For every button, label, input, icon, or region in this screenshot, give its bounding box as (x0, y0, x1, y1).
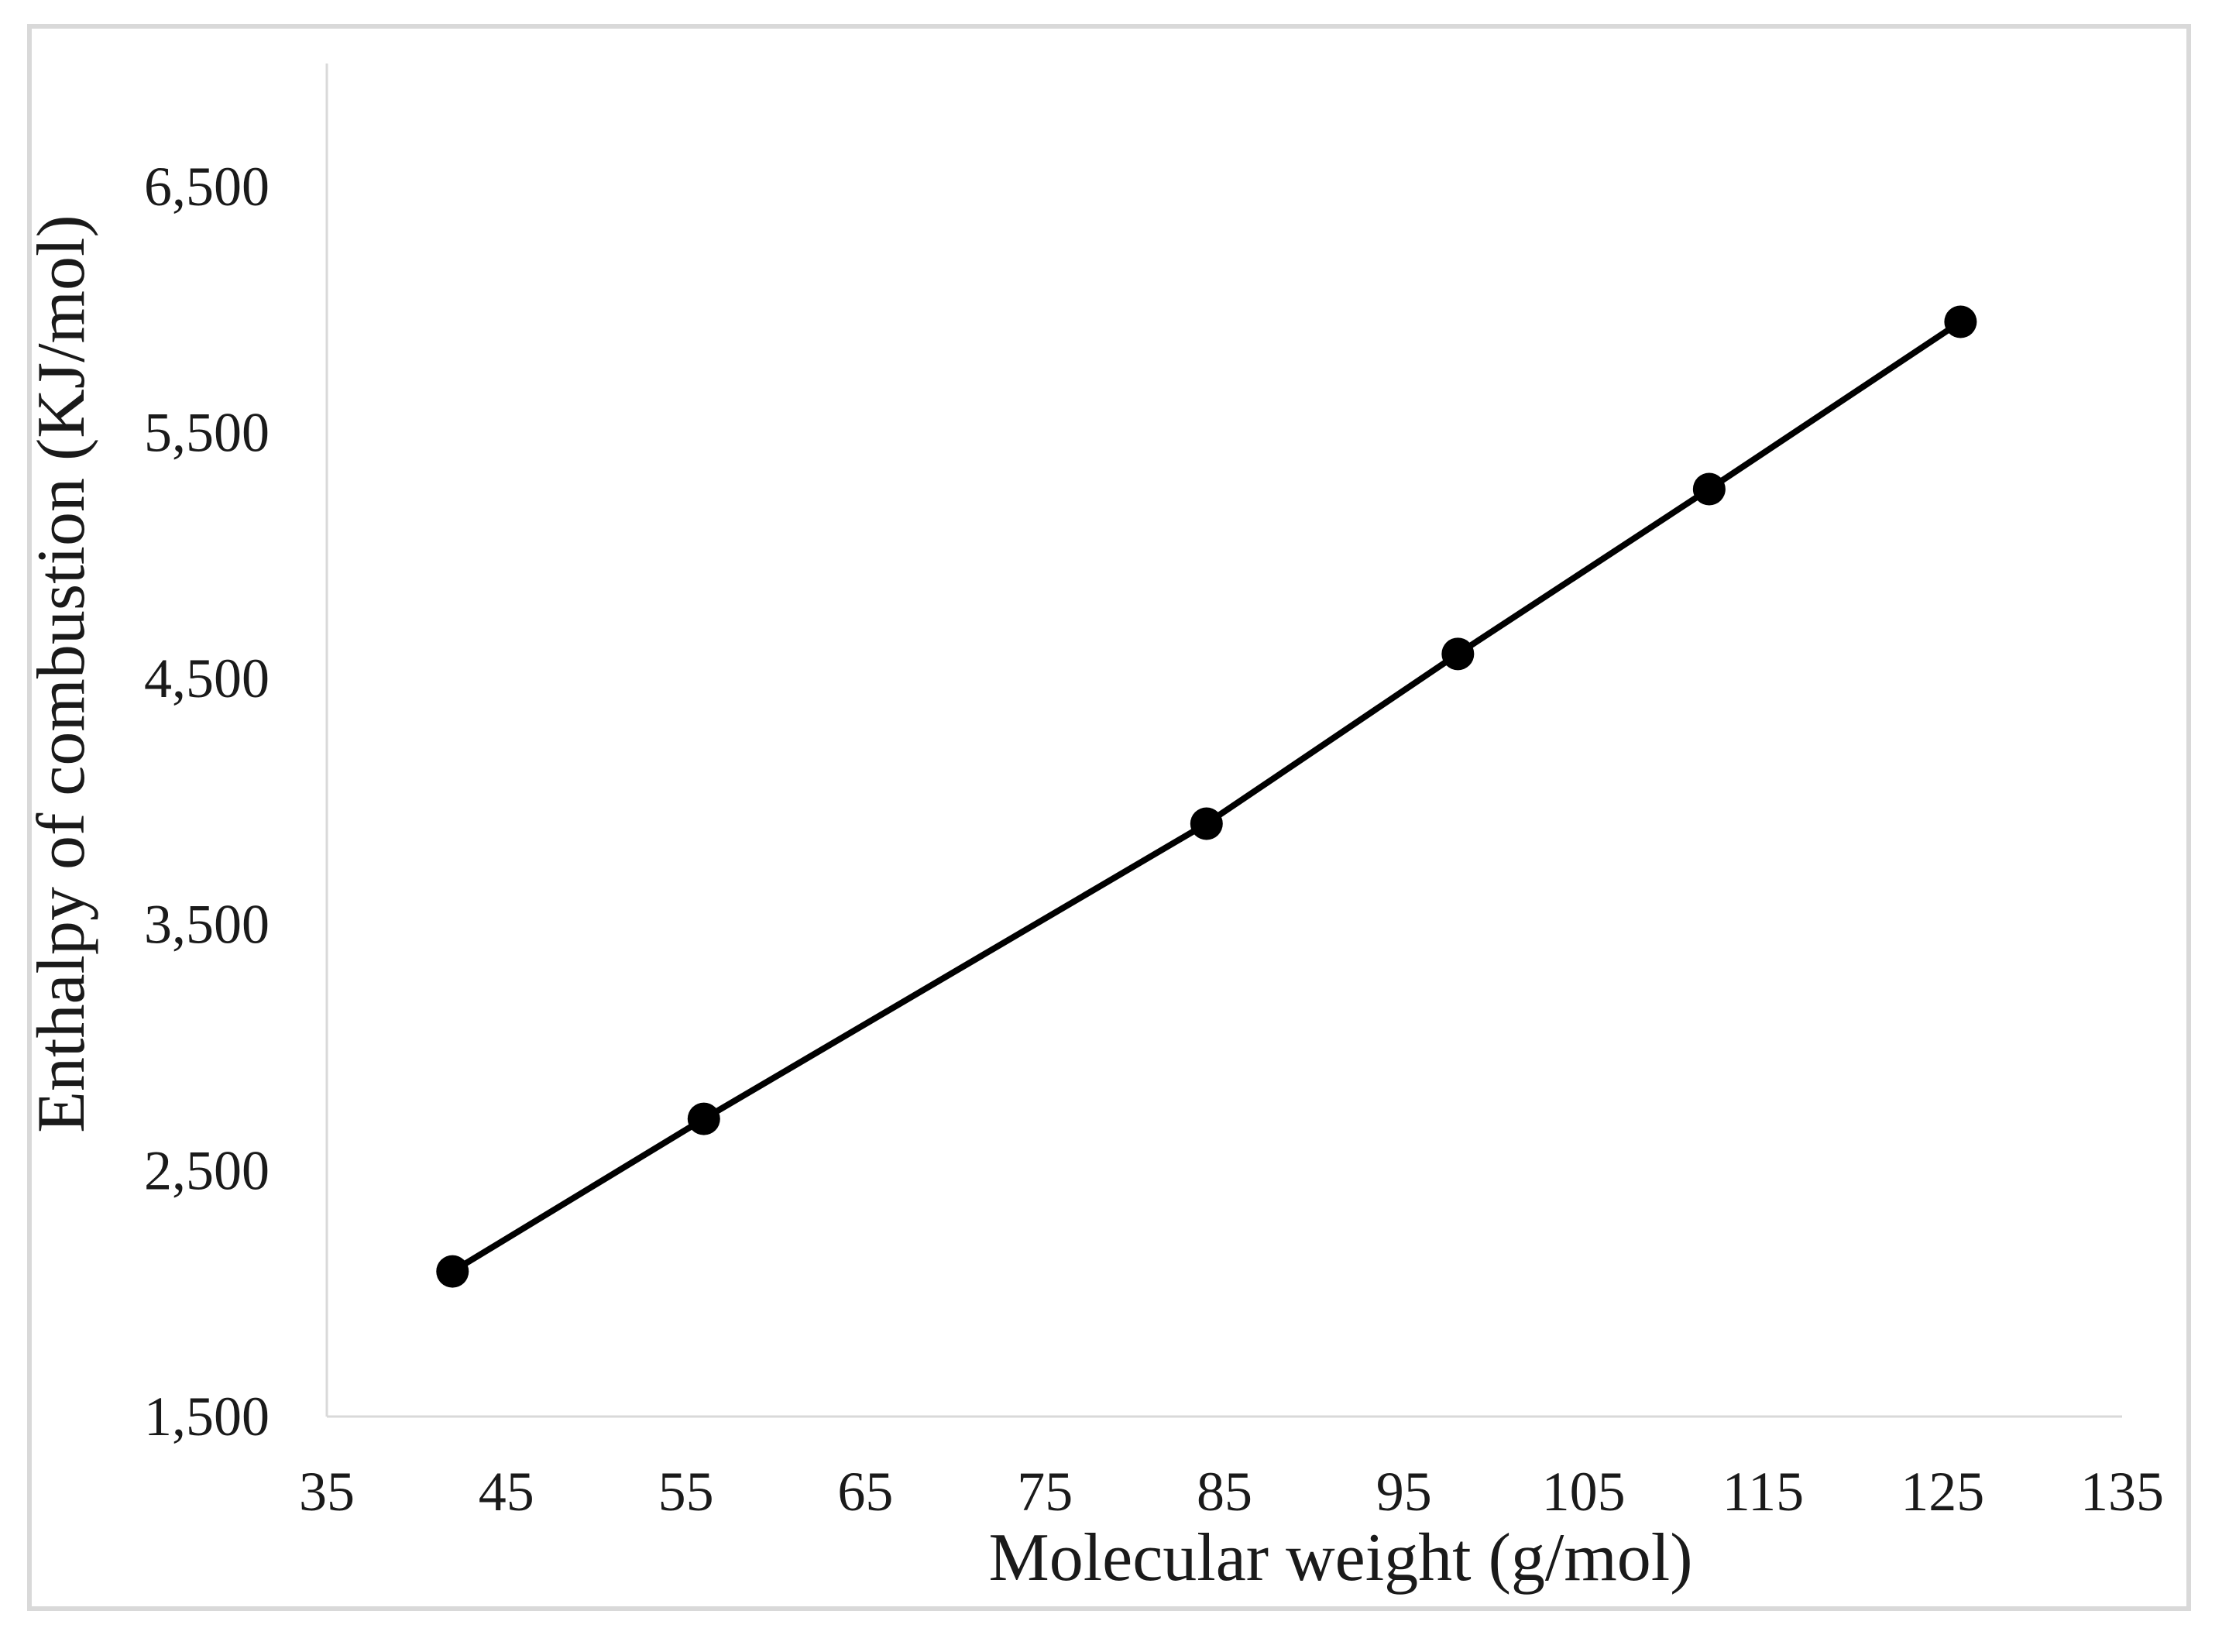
series-line (449, 318, 1964, 1275)
x-axis-title: Molecular weight (g/mol) (988, 1520, 1692, 1595)
x-tick-label: 65 (837, 1461, 893, 1523)
x-tick-label: 115 (1722, 1461, 1804, 1523)
data-point-marker (687, 1102, 720, 1135)
y-tick-label: 6,500 (144, 156, 270, 218)
x-tick-label: 55 (658, 1461, 714, 1523)
y-tick-label: 3,500 (144, 894, 270, 956)
x-tick-label: 85 (1197, 1461, 1252, 1523)
y-tick-label: 2,500 (144, 1139, 270, 1201)
x-tick-labels: 35 45 55 65 75 85 95 105 115 125 135 (299, 1461, 2164, 1523)
y-tick-labels: 1,500 2,500 3,500 4,500 5,500 6,500 (144, 156, 270, 1448)
y-tick-label: 4,500 (144, 647, 270, 709)
data-point-marker (1944, 305, 1977, 338)
data-point-marker (436, 1255, 469, 1288)
x-tick-label: 135 (2080, 1461, 2164, 1523)
x-tick-label: 95 (1376, 1461, 1432, 1523)
chart-axes (325, 64, 2122, 1418)
data-point-marker (1190, 807, 1223, 840)
x-tick-label: 125 (1901, 1461, 1984, 1523)
chart-frame (27, 24, 2191, 1611)
x-tick-label: 75 (1017, 1461, 1073, 1523)
data-point-marker (1692, 472, 1726, 506)
series-layer (436, 305, 1977, 1288)
data-point-marker (1441, 637, 1475, 671)
y-tick-label: 5,500 (144, 401, 270, 463)
x-tick-label: 105 (1542, 1461, 1626, 1523)
x-tick-label: 45 (479, 1461, 534, 1523)
y-tick-label: 1,500 (144, 1386, 270, 1448)
x-tick-label: 35 (299, 1461, 355, 1523)
y-axis-title: Enthalpy of combustion (KJ/mol) (24, 215, 99, 1132)
